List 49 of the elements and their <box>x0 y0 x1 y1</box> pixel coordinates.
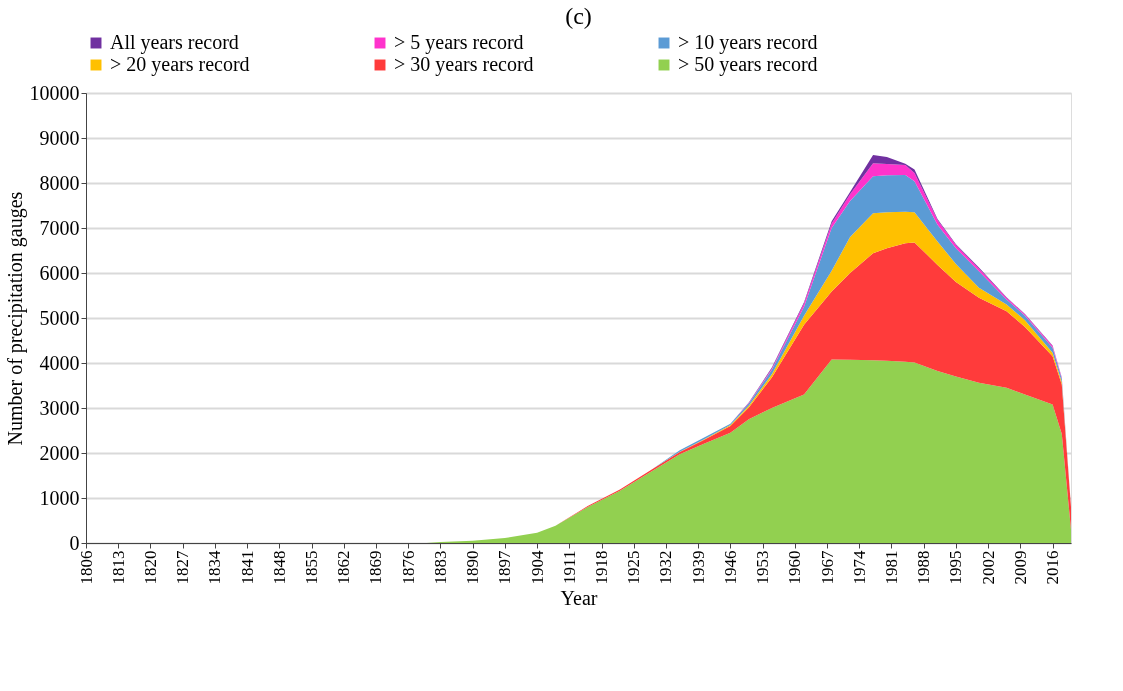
legend-label: > 10 years record <box>678 31 818 54</box>
y-tick-label: 5000 <box>39 306 80 329</box>
x-tick-label: 1960 <box>785 550 805 585</box>
y-tick-label: 10000 <box>29 81 80 104</box>
x-tick-label: 1869 <box>366 550 386 585</box>
x-tick-label: 1953 <box>753 550 773 585</box>
y-tick-label: 2000 <box>39 441 80 464</box>
x-tick-label: 1932 <box>656 550 676 585</box>
x-tick-label: 1883 <box>430 550 450 585</box>
x-tick-label: 1876 <box>398 550 418 585</box>
y-tick-label: 8000 <box>39 171 80 194</box>
y-tick-label: 1000 <box>39 486 80 509</box>
x-tick-label: 1918 <box>592 550 612 585</box>
legend-label: > 50 years record <box>678 53 818 76</box>
y-tick-label: 4000 <box>39 351 80 374</box>
x-tick-label: 1967 <box>817 550 837 585</box>
x-tick-label: 1897 <box>495 550 515 585</box>
legend-label: > 30 years record <box>394 53 534 76</box>
x-tick-label: 1939 <box>688 550 708 585</box>
x-tick-label: 1841 <box>237 550 257 585</box>
x-tick-label: 1974 <box>849 550 869 585</box>
x-tick-label: 1862 <box>334 550 354 585</box>
x-tick-label: 1848 <box>269 550 289 585</box>
legend-label: > 5 years record <box>394 31 524 54</box>
x-tick-label: 1925 <box>624 550 644 585</box>
x-axis-title: Year <box>560 586 598 609</box>
x-tick-label: 2016 <box>1043 550 1063 585</box>
x-tick-label: 1820 <box>140 550 160 585</box>
x-tick-label: 1988 <box>914 550 934 585</box>
y-axis-title: Number of precipitation gauges <box>3 191 27 446</box>
x-tick-label: 1834 <box>205 550 225 585</box>
chart-title: (c) <box>565 3 592 29</box>
y-tick-label: 3000 <box>39 396 80 419</box>
x-tick-label: 1827 <box>173 550 193 585</box>
legend-label: All years record <box>110 31 239 54</box>
y-tick-label: 6000 <box>39 261 80 284</box>
x-tick-label: 1911 <box>559 550 579 584</box>
x-tick-label: 2009 <box>1010 550 1030 585</box>
x-tick-label: 2002 <box>978 550 998 585</box>
x-tick-label: 1981 <box>881 550 901 585</box>
y-tick-label: 9000 <box>39 126 80 149</box>
x-tick-label: 1904 <box>527 550 547 585</box>
x-tick-label: 1946 <box>720 550 740 585</box>
y-tick-label: 7000 <box>39 216 80 239</box>
legend-label: > 20 years record <box>110 53 250 76</box>
x-tick-label: 1995 <box>946 550 966 585</box>
x-tick-label: 1890 <box>463 550 483 585</box>
x-tick-label: 1855 <box>302 550 322 585</box>
x-tick-label: 1813 <box>108 550 128 585</box>
